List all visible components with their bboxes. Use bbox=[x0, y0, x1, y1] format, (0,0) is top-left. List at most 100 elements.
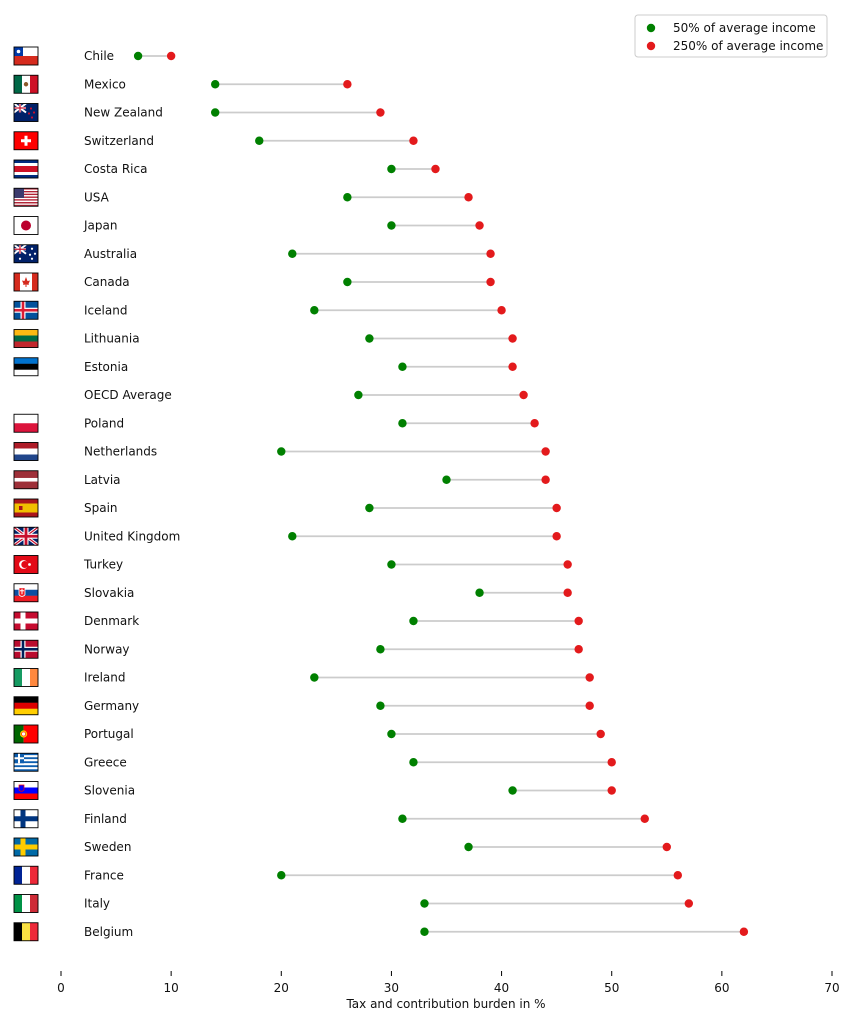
country-label: Belgium bbox=[84, 925, 133, 939]
country-label: Australia bbox=[84, 247, 137, 261]
row: Costa Rica bbox=[13, 159, 440, 179]
row: USA bbox=[13, 187, 473, 207]
row: Finland bbox=[13, 809, 649, 829]
estonia-flag bbox=[13, 357, 39, 377]
point-250pct bbox=[530, 419, 539, 428]
country-label: Slovakia bbox=[84, 586, 134, 600]
row: OECD Average bbox=[84, 388, 528, 402]
point-250pct bbox=[552, 532, 561, 541]
country-label: Poland bbox=[84, 416, 124, 430]
point-50pct bbox=[310, 673, 319, 682]
point-50pct bbox=[277, 871, 286, 880]
point-250pct bbox=[662, 842, 671, 852]
country-label: Turkey bbox=[83, 558, 123, 572]
germany-flag bbox=[13, 696, 39, 716]
point-50pct bbox=[365, 334, 374, 343]
legend-label-high: 250% of average income bbox=[673, 39, 823, 53]
country-label: Slovenia bbox=[84, 784, 135, 798]
point-50pct bbox=[387, 729, 396, 739]
country-label: OECD Average bbox=[84, 388, 172, 402]
point-50pct bbox=[508, 786, 517, 795]
country-label: Mexico bbox=[84, 77, 126, 91]
x-tick-label: 0 bbox=[57, 981, 65, 995]
united-kingdom-flag bbox=[13, 525, 39, 547]
point-50pct bbox=[288, 249, 297, 258]
country-label: Norway bbox=[84, 642, 130, 656]
point-250pct bbox=[739, 927, 749, 936]
greece-flag bbox=[13, 752, 39, 772]
country-label: Denmark bbox=[84, 614, 139, 628]
country-label: Ireland bbox=[84, 671, 126, 685]
country-label: Estonia bbox=[84, 360, 128, 374]
legend-marker-high bbox=[646, 41, 656, 51]
legend-label-low: 50% of average income bbox=[673, 21, 816, 35]
point-250pct bbox=[519, 390, 528, 400]
point-50pct bbox=[398, 814, 407, 823]
slovakia-flag bbox=[13, 583, 39, 603]
x-tick-label: 20 bbox=[274, 981, 289, 995]
row: Sweden bbox=[13, 837, 671, 857]
italy-flag bbox=[13, 894, 39, 913]
iceland-flag bbox=[13, 300, 39, 320]
x-tick-label: 10 bbox=[164, 981, 179, 995]
point-50pct bbox=[387, 221, 396, 230]
x-tick-label: 50 bbox=[604, 981, 619, 995]
point-50pct bbox=[442, 475, 451, 484]
point-50pct bbox=[354, 390, 363, 400]
point-50pct bbox=[409, 616, 418, 626]
country-label: Germany bbox=[84, 699, 139, 713]
mexico-flag bbox=[13, 74, 39, 94]
country-label: Switzerland bbox=[84, 134, 154, 148]
country-label: New Zealand bbox=[84, 106, 163, 120]
row: Spain bbox=[13, 498, 561, 518]
point-250pct bbox=[673, 871, 682, 880]
row: Germany bbox=[13, 696, 594, 716]
country-label: Chile bbox=[84, 49, 114, 63]
row: Netherlands bbox=[13, 442, 550, 461]
point-250pct bbox=[508, 362, 517, 371]
point-50pct bbox=[376, 645, 385, 654]
country-label: Japan bbox=[83, 219, 117, 233]
country-label: USA bbox=[84, 190, 110, 204]
country-label: Spain bbox=[84, 501, 118, 515]
x-tick-label: 70 bbox=[824, 981, 839, 995]
point-250pct bbox=[552, 503, 561, 513]
point-250pct bbox=[541, 475, 550, 484]
row: Chile bbox=[13, 46, 176, 66]
netherlands-flag bbox=[13, 442, 39, 461]
row: Greece bbox=[13, 752, 616, 772]
point-50pct bbox=[398, 419, 407, 428]
sweden-flag bbox=[13, 837, 39, 857]
point-250pct bbox=[497, 306, 506, 315]
row: Estonia bbox=[13, 357, 517, 377]
x-axis-title: Tax and contribution burden in % bbox=[345, 997, 545, 1011]
australia-flag bbox=[13, 243, 39, 264]
point-250pct bbox=[409, 136, 418, 145]
chart-rows: Chile Mexico New Zealand Switzerland Costa R… bbox=[13, 46, 749, 942]
point-250pct bbox=[585, 701, 594, 710]
country-label: Lithuania bbox=[84, 332, 140, 346]
row: Lithuania bbox=[13, 329, 517, 348]
row: Latvia bbox=[13, 470, 550, 490]
x-axis: Tax and contribution burden in % 0 10 20 30… bbox=[57, 971, 840, 1011]
legend-marker-low bbox=[646, 23, 656, 33]
legend: 50% of average income 250% of average in… bbox=[634, 14, 828, 58]
chile-flag bbox=[13, 46, 39, 66]
country-label: Portugal bbox=[84, 727, 134, 741]
point-250pct bbox=[464, 193, 473, 202]
france-flag bbox=[13, 865, 39, 885]
row: Denmark bbox=[13, 611, 583, 631]
point-250pct bbox=[166, 51, 176, 61]
point-250pct bbox=[684, 899, 694, 908]
point-50pct bbox=[409, 758, 418, 767]
new-zealand-flag bbox=[13, 102, 39, 122]
row: Belgium bbox=[13, 922, 749, 942]
portugal-flag bbox=[13, 724, 39, 744]
norway-flag bbox=[13, 639, 39, 659]
row: Norway bbox=[13, 639, 583, 659]
row: Mexico bbox=[13, 74, 352, 94]
lithuania-flag bbox=[13, 329, 39, 348]
row: France bbox=[13, 865, 682, 885]
latvia-flag bbox=[13, 470, 39, 490]
row: Iceland bbox=[13, 300, 506, 320]
